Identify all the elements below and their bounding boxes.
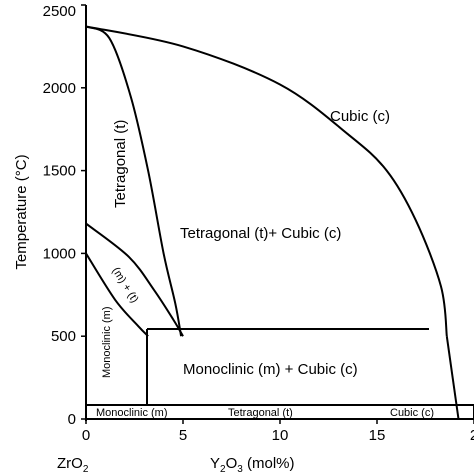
phase-boundaries [85, 25, 460, 420]
y-axis-label: Temperature (°C) [13, 154, 30, 269]
y-tick-label: 2500 [43, 3, 76, 20]
bottom-label-monoclinic: Monoclinic (m) [96, 407, 168, 419]
region-label-cubic: Cubic (c) [330, 108, 390, 125]
region-label-tetragonal-cubic: Tetragonal (t)+ Cubic (c) [180, 225, 341, 242]
boundary-tetragonal-monoclinic-upper [85, 222, 184, 337]
x-axis-label: Y2O3 (mol%) [210, 455, 294, 474]
region-label-monoclinic-cubic: Monoclinic (m) + Cubic (c) [183, 361, 358, 378]
x-axis-left-label-main: ZrO [57, 455, 83, 472]
region-label-tetragonal: Tetragonal (t) [112, 120, 129, 208]
x-tick-label: 2 [470, 427, 474, 444]
y-tick-label: 0 [68, 411, 76, 428]
x-axis-left-label-sub: 2 [83, 464, 89, 474]
y-tick-label: 1500 [43, 163, 76, 180]
x-axis-label-part-3: O [226, 455, 238, 472]
bottom-label-cubic: Cubic (c) [390, 407, 434, 419]
boundary-tetragonal-monoclinic-lower [85, 252, 149, 337]
x-axis-left-label: ZrO2 [57, 455, 89, 474]
x-tick-label: 0 [82, 427, 90, 444]
x-axis-label-part-5: (mol%) [243, 455, 295, 472]
x-tick-label: 5 [179, 427, 187, 444]
x-axis-label-part-2: 2 [220, 464, 226, 474]
region-label-monoclinic: Monoclinic (m) [101, 306, 113, 378]
y-tick-label: 1000 [43, 245, 76, 262]
bottom-label-tetragonal: Tetragonal (t) [228, 407, 293, 419]
boundary-cubic-solvus-low [445, 336, 460, 420]
boundary-liquidus-cubic [85, 25, 448, 337]
x-tick-label: 15 [369, 427, 386, 444]
x-tick-label: 10 [272, 427, 289, 444]
y-tick-label: 2000 [43, 80, 76, 97]
x-axis-label-part-4: 3 [237, 464, 243, 474]
boundary-tetragonal-solvus [85, 25, 183, 337]
axis-ticks: 051015205001000150020002500 [43, 3, 474, 444]
x-axis-label-part-1: Y [210, 455, 220, 472]
y-tick-label: 500 [51, 328, 76, 345]
